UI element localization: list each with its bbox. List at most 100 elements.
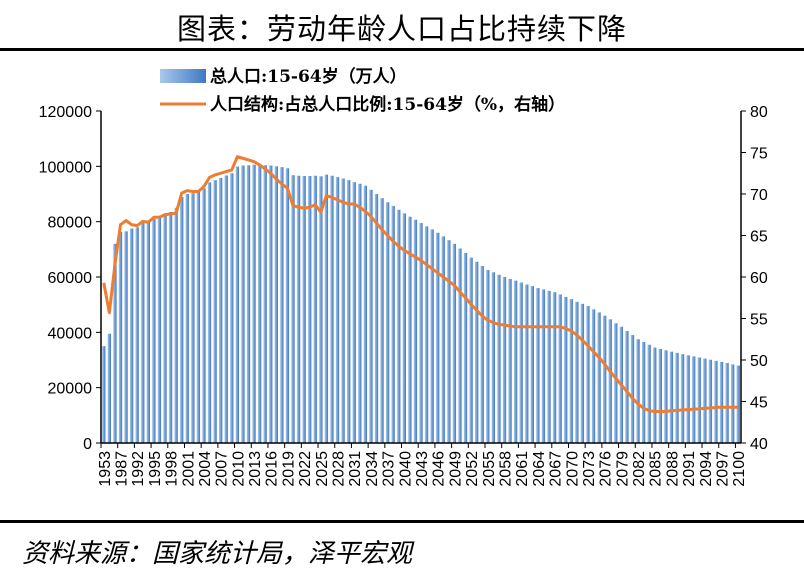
bar bbox=[218, 177, 223, 443]
bar bbox=[508, 278, 512, 443]
bar bbox=[525, 284, 529, 443]
bar bbox=[502, 277, 507, 443]
bar bbox=[614, 323, 618, 443]
bar bbox=[730, 364, 735, 443]
bar bbox=[141, 223, 145, 443]
bar bbox=[441, 236, 445, 443]
footer-divider bbox=[0, 520, 804, 523]
left-tick-label: 20000 bbox=[48, 381, 93, 398]
bar bbox=[224, 175, 228, 444]
bar bbox=[480, 265, 484, 443]
x-tick-label: 2022 bbox=[297, 451, 314, 487]
x-tick-label: 2004 bbox=[197, 451, 214, 487]
bar bbox=[714, 360, 718, 443]
right-tick-label: 40 bbox=[750, 436, 768, 453]
bar bbox=[513, 280, 518, 443]
bar bbox=[207, 182, 212, 443]
legend-bar-label: 总人口:15-64岁（万人） bbox=[210, 66, 407, 87]
left-tick-label: 0 bbox=[83, 436, 92, 453]
bar bbox=[491, 272, 496, 443]
bar bbox=[369, 189, 373, 443]
bar bbox=[146, 221, 150, 443]
bar bbox=[235, 166, 240, 444]
bar bbox=[530, 286, 534, 443]
x-tick-label: 2079 bbox=[614, 451, 631, 487]
bar bbox=[124, 231, 128, 443]
bar bbox=[157, 216, 162, 443]
x-tick-label: 2013 bbox=[247, 451, 264, 487]
bar bbox=[430, 229, 434, 443]
legend-bar-swatch bbox=[160, 69, 206, 83]
bar bbox=[330, 175, 334, 444]
bar bbox=[703, 358, 707, 443]
x-tick-label: 2064 bbox=[531, 451, 548, 487]
line-series bbox=[102, 155, 739, 413]
left-tick-label: 100000 bbox=[39, 159, 92, 176]
bar bbox=[246, 165, 251, 443]
x-tick-label: 1987 bbox=[113, 451, 130, 487]
bar bbox=[135, 227, 139, 443]
right-tick-label: 45 bbox=[750, 395, 768, 412]
left-tick-label: 40000 bbox=[48, 325, 93, 342]
right-tick-label: 80 bbox=[750, 104, 768, 121]
bar bbox=[552, 292, 557, 443]
bar bbox=[447, 240, 451, 443]
bar bbox=[424, 226, 429, 443]
x-tick-label: 2076 bbox=[598, 451, 615, 487]
bar bbox=[152, 218, 156, 443]
bar bbox=[675, 352, 679, 443]
x-tick-label: 1953 bbox=[97, 451, 114, 487]
x-tick-label: 2100 bbox=[731, 451, 748, 487]
x-tick-label: 2094 bbox=[698, 451, 715, 487]
bar bbox=[558, 294, 562, 443]
x-tick-label: 2061 bbox=[514, 451, 531, 487]
bar bbox=[352, 182, 356, 443]
left-tick-label: 60000 bbox=[48, 270, 93, 287]
bar bbox=[102, 346, 106, 443]
bar bbox=[163, 213, 167, 443]
right-tick-label: 70 bbox=[750, 187, 768, 204]
bar bbox=[469, 257, 473, 443]
bar bbox=[602, 315, 607, 443]
x-tick-label: 2001 bbox=[180, 451, 197, 487]
bar bbox=[319, 176, 323, 443]
bar bbox=[463, 252, 468, 443]
bar bbox=[285, 168, 290, 443]
x-tick-label: 2067 bbox=[548, 451, 565, 487]
bar bbox=[597, 312, 601, 443]
bar bbox=[419, 223, 423, 443]
bar bbox=[118, 231, 123, 443]
x-tick-label: 2037 bbox=[381, 451, 398, 487]
x-tick-label: 2010 bbox=[230, 451, 247, 487]
bar bbox=[113, 243, 117, 443]
bar bbox=[391, 205, 395, 443]
bar bbox=[374, 194, 379, 443]
bar bbox=[397, 209, 401, 443]
bar bbox=[230, 173, 234, 443]
bar bbox=[308, 176, 312, 443]
x-tick-label: 2019 bbox=[280, 451, 297, 487]
x-tick-label: 2088 bbox=[664, 451, 681, 487]
bar bbox=[413, 219, 418, 443]
bar bbox=[641, 342, 646, 443]
bar bbox=[719, 361, 724, 443]
bar bbox=[202, 188, 206, 443]
x-tick-label: 2025 bbox=[314, 451, 331, 487]
x-tick-label: 2028 bbox=[331, 451, 348, 487]
x-tick-label: 2031 bbox=[347, 451, 364, 487]
x-tick-label: 1998 bbox=[164, 451, 181, 487]
bar bbox=[452, 243, 457, 443]
x-tick-label: 2034 bbox=[364, 451, 381, 487]
bar bbox=[280, 167, 284, 443]
bar bbox=[296, 175, 301, 444]
x-tick-label: 2097 bbox=[715, 451, 732, 487]
bar bbox=[536, 288, 540, 443]
bar bbox=[580, 303, 585, 443]
bar bbox=[541, 289, 546, 443]
title-divider bbox=[0, 48, 804, 51]
bar bbox=[519, 282, 523, 443]
x-tick-label: 2046 bbox=[431, 451, 448, 487]
x-tick-label: 2085 bbox=[648, 451, 665, 487]
x-tick-label: 2058 bbox=[497, 451, 514, 487]
right-tick-label: 75 bbox=[750, 146, 768, 163]
